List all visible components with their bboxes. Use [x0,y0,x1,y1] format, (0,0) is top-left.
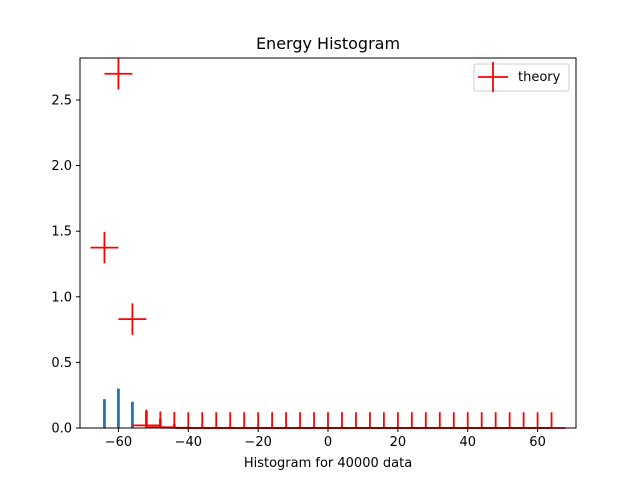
x-axis-ticks: −60 −40 −20 0 20 40 60 [105,428,546,450]
y-tick-label: 1.0 [51,290,72,305]
histogram-bar [117,388,120,428]
x-tick-label: 40 [459,435,476,450]
y-tick-label: 1.5 [51,225,72,240]
y-axis-ticks: 0.0 0.5 1.0 1.5 2.0 2.5 [51,93,80,437]
y-tick-label: 2.0 [51,159,72,174]
x-tick-label: 0 [324,435,332,450]
x-tick-label: 60 [529,435,546,450]
histogram-bar [130,401,134,428]
x-tick-label: −20 [244,435,271,450]
y-tick-label: 0.5 [51,356,72,371]
y-tick-label: 0.0 [51,422,72,437]
legend-box [473,63,570,92]
y-tick-label: 2.5 [51,93,72,108]
x-tick-label: −60 [105,435,132,450]
legend-theory-label: theory [518,70,561,85]
x-tick-label: 20 [390,435,407,450]
chart-title: Energy Histogram [256,34,400,53]
x-tick-label: −40 [175,435,202,450]
legend: theory [473,62,570,92]
x-axis-label: Histogram for 40000 data [244,456,412,471]
histogram-bar [103,399,106,428]
